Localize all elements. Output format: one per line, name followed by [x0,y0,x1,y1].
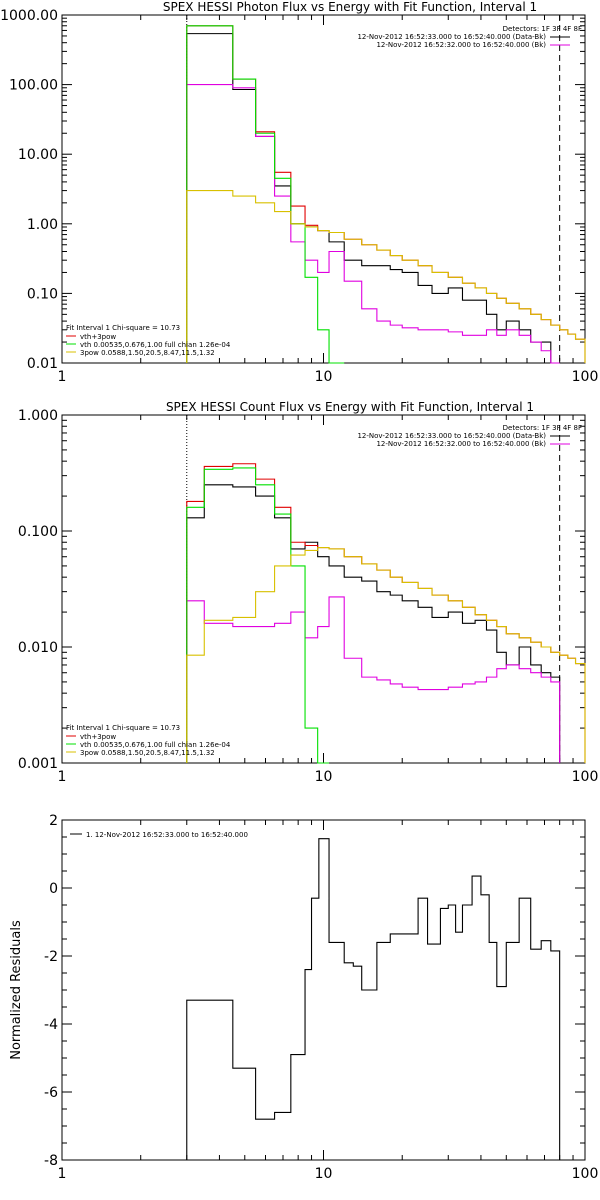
photon-flux-legend-vth: vth 0.00535,0.676,1.00 full chian 1.26e-… [80,341,231,349]
count-flux-series-data-bk [186,484,561,763]
photon-flux-ytick-label: 1.00 [27,217,58,233]
count-flux-ytick-label: 0.100 [18,524,58,540]
photon-flux-frame [61,14,586,364]
photon-flux-header-bk-interval: 12-Nov-2012 16:52:32.000 to 16:52:40.000… [376,41,546,49]
residuals-ylabel: Normalized Residuals [9,920,24,1060]
count-flux-series-vth [186,467,330,764]
count-flux-header-detectors: Detectors: 1F 3F 4F 8F [503,424,582,432]
photon-flux-axes: 1 10 100 0.01 0.10 1.00 10.00 100.00 1000.00 [0,8,598,385]
count-flux-ytick-label: 1.000 [18,408,58,424]
residuals-xtick-label: 1 [58,1166,67,1182]
photon-flux-legend: Fit Interval 1 Chi-square = 10.73 vth+3p… [66,324,231,357]
count-flux-ytick-label: 0.001 [18,756,58,772]
photon-flux-ytick-label: 0.01 [27,356,58,372]
photon-flux-legend-3pow: 3pow 0.0588,1.50,20.5,8.47,11.5,1.32 [80,349,215,357]
residuals-panel: Normalized Residuals 1 10 100 -8 -6 -4 -2 0 2 1.… [9,813,598,1182]
residuals-ytick-label: -4 [44,1017,58,1033]
count-flux-legend-vth: vth 0.00535,0.676,1.00 full chian 1.26e-… [80,741,231,749]
photon-flux-title: SPEX HESSI Photon Flux vs Energy with Fi… [163,0,537,14]
photon-flux-ytick-label: 10.00 [18,147,58,163]
count-flux-legend: Fit Interval 1 Chi-square = 10.73 vth+3p… [66,724,231,757]
photon-flux-xtick-label: 1 [58,369,67,385]
residuals-series [186,838,561,1160]
count-flux-legend-fit: Fit Interval 1 Chi-square = 10.73 [66,724,180,732]
count-flux-series-bk [186,596,561,763]
count-flux-xtick-label: 10 [315,769,333,785]
residuals-series-residuals [186,838,561,1160]
count-flux-xtick-label: 1 [58,769,67,785]
photon-flux-legend-total: vth+3pow [80,333,116,341]
count-flux-series-vth-3pow [186,463,586,763]
residuals-ytick-label: -8 [44,1153,58,1169]
count-flux-series [186,463,586,764]
photon-flux-series-data-bk [186,33,560,364]
count-flux-series-3pow [186,547,586,763]
count-flux-header-bk-interval: 12-Nov-2012 16:52:32.000 to 16:52:40.000… [376,440,546,448]
residuals-ytick-label: 0 [49,881,58,897]
photon-flux-xtick-label: 100 [572,369,599,385]
photon-flux-header-detectors: Detectors: 1F 3F 4F 8F [503,25,582,33]
count-flux-header-data-interval: 12-Nov-2012 16:52:33.000 to 16:52:40.000… [357,432,546,440]
photon-flux-series-vth-3pow [186,25,586,363]
photon-flux-series-bk [186,84,560,364]
residuals-frame [61,819,586,1161]
count-flux-panel: SPEX HESSI Count Flux vs Energy with Fit… [18,400,598,785]
photon-flux-series-vth [186,25,345,364]
count-flux-legend-3pow: 3pow 0.0588,1.50,20.5,8.47,11.5,1.32 [80,749,215,757]
residuals-xtick-label: 100 [572,1166,599,1182]
photon-flux-series [186,25,586,364]
photon-flux-ytick-label: 1000.00 [0,8,58,24]
photon-flux-header: Detectors: 1F 3F 4F 8F 12-Nov-2012 16:52… [357,25,582,49]
residuals-xtick-label: 10 [315,1166,333,1182]
residuals-axes: 1 10 100 -8 -6 -4 -2 0 2 [44,813,598,1182]
residuals-legend: 1. 12-Nov-2012 16:52:33.000 to 16:52:40.… [70,831,248,839]
photon-flux-panel: SPEX HESSI Photon Flux vs Energy with Fi… [0,0,598,385]
count-flux-frame [61,414,586,764]
count-flux-ytick-label: 0.010 [18,640,58,656]
photon-flux-ytick-label: 0.10 [27,286,58,302]
count-flux-xtick-label: 100 [572,769,599,785]
count-flux-header: Detectors: 1F 3F 4F 8F 12-Nov-2012 16:52… [357,424,582,448]
photon-flux-xtick-label: 10 [315,369,333,385]
count-flux-legend-total: vth+3pow [80,733,116,741]
residuals-legend-label: 1. 12-Nov-2012 16:52:33.000 to 16:52:40.… [86,831,248,839]
photon-flux-legend-fit: Fit Interval 1 Chi-square = 10.73 [66,324,180,332]
residuals-ytick-label: -6 [44,1085,58,1101]
photon-flux-series-3pow [186,190,586,363]
residuals-ytick-label: 2 [49,813,58,829]
photon-flux-ytick-label: 100.00 [9,78,58,94]
count-flux-title: SPEX HESSI Count Flux vs Energy with Fit… [166,400,534,414]
residuals-ytick-label: -2 [44,949,58,965]
photon-flux-header-data-interval: 12-Nov-2012 16:52:33.000 to 16:52:40.000… [357,33,546,41]
